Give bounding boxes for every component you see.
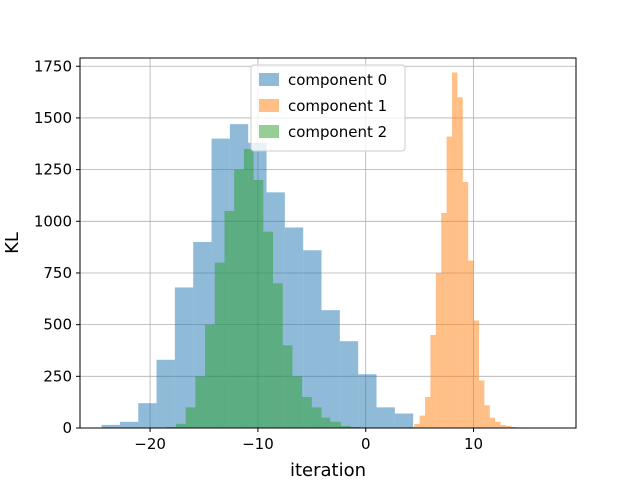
histogram-bar (205, 324, 215, 428)
histogram-bar (462, 182, 469, 428)
series-1-bars (408, 72, 560, 429)
histogram-bar (511, 426, 517, 428)
histogram-bar (138, 403, 157, 428)
y-tick-label: 1250 (34, 161, 72, 179)
legend: component 0 component 1 component 2 (250, 64, 406, 152)
legend-swatch (259, 99, 279, 112)
legend-label: component 2 (288, 123, 387, 141)
histogram-bar (156, 359, 175, 428)
histogram-bar (174, 287, 194, 428)
y-tick-label: 1000 (34, 212, 72, 230)
x-axis-label: iteration (290, 460, 366, 480)
histogram-bar (339, 341, 359, 428)
plot-frame (79, 57, 577, 429)
histogram-bar (263, 231, 274, 428)
histogram-bar (394, 413, 414, 428)
legend-box (250, 64, 406, 152)
histogram-bar (273, 283, 283, 428)
legend-label: component 1 (288, 97, 387, 115)
y-tick-label: 1750 (34, 57, 72, 75)
histogram-bar (292, 376, 303, 428)
histogram-bar (303, 250, 322, 428)
axis-ticks: −20 −10 0 10 0 250 500 750 1000 1250 1500 1750 (34, 57, 483, 453)
y-tick-label: 0 (62, 419, 72, 437)
histogram-bar (473, 320, 479, 428)
histogram-bar (489, 417, 496, 428)
histogram-bar (358, 374, 377, 428)
histogram-bar (340, 425, 351, 428)
histogram-bar (457, 97, 463, 428)
histogram-bar (419, 415, 426, 428)
histogram-bar (195, 376, 206, 428)
histogram-bar (253, 179, 264, 428)
x-tick-label: 0 (361, 435, 371, 453)
histogram-bar (495, 421, 501, 428)
histogram-bar (175, 423, 186, 428)
histogram-bar (500, 424, 506, 428)
x-tick-label: 10 (464, 435, 483, 453)
histogram-bar (441, 213, 447, 428)
histogram-bar (408, 426, 415, 428)
series-2-bars (166, 148, 361, 429)
histogram-bar (505, 425, 512, 428)
histogram-bar (435, 272, 442, 428)
legend-swatch (259, 73, 279, 86)
y-axis-label: KL (2, 232, 23, 254)
histogram-bar (185, 407, 196, 428)
histogram-bar (425, 396, 431, 428)
histogram-bar (302, 396, 312, 428)
histogram-bar (430, 334, 436, 428)
legend-label: component 0 (288, 71, 387, 89)
histogram-bar (321, 417, 331, 428)
legend-swatch (259, 125, 279, 138)
histogram-bar (478, 380, 485, 428)
x-tick-label: −20 (134, 435, 166, 453)
y-tick-label: 500 (43, 316, 72, 334)
histogram-bar (119, 421, 139, 428)
histogram-bar (214, 262, 225, 428)
histogram-bar (234, 169, 244, 428)
histogram-bar (446, 136, 452, 428)
histogram-bar (224, 210, 235, 428)
histogram-bar (311, 407, 322, 428)
histogram-bar (282, 345, 293, 428)
histogram-bar (452, 72, 458, 429)
histogram-bar (243, 148, 254, 429)
histogram-bar (376, 407, 395, 428)
histogram-bars (101, 72, 560, 429)
histogram-bar (350, 426, 361, 428)
histogram-bar (330, 421, 341, 428)
y-tick-label: 750 (43, 264, 72, 282)
y-tick-label: 250 (43, 367, 72, 385)
histogram-bar (321, 310, 340, 428)
histogram-bar (101, 424, 120, 428)
histogram-bar (166, 426, 176, 428)
x-tick-label: −10 (242, 435, 274, 453)
histogram-bar (414, 423, 420, 428)
y-tick-label: 1500 (34, 109, 72, 127)
histogram-bar (468, 260, 474, 428)
histogram-bar (484, 405, 490, 428)
